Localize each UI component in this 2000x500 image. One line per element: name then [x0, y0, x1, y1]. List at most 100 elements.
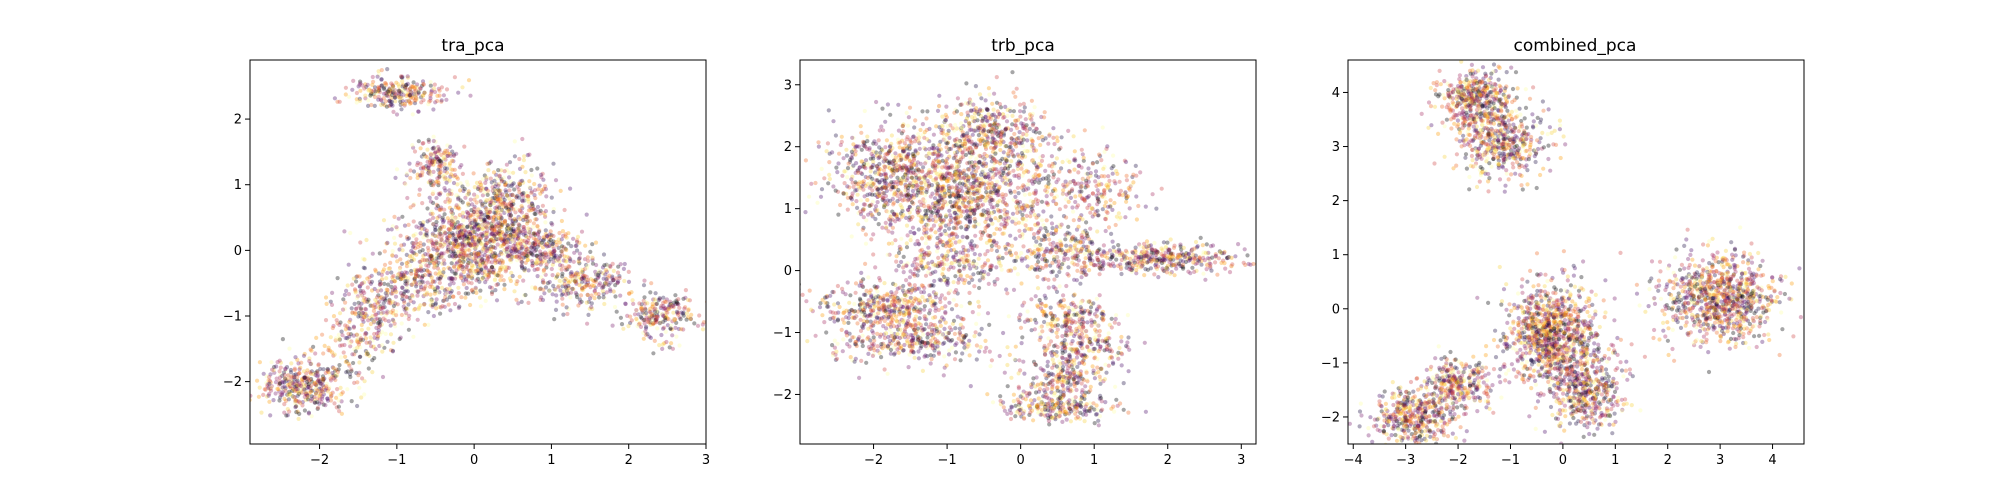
- scatter-point: [527, 152, 532, 157]
- scatter-point: [391, 340, 396, 345]
- scatter-point: [529, 167, 534, 173]
- scatter-point: [499, 216, 504, 221]
- scatter-point: [267, 386, 272, 392]
- scatter-point: [879, 124, 884, 129]
- scatter-point: [308, 398, 314, 403]
- scatter-point: [356, 373, 361, 378]
- scatter-point: [413, 232, 418, 237]
- scatter-point: [483, 280, 488, 285]
- scatter-point: [324, 384, 329, 389]
- scatter-point: [468, 270, 473, 275]
- scatter-point: [456, 233, 462, 238]
- scatter-point: [975, 202, 981, 207]
- scatter-point: [401, 274, 406, 279]
- scatter-point: [450, 215, 455, 220]
- scatter-point: [550, 222, 555, 227]
- scatter-point: [412, 91, 417, 96]
- scatter-point: [527, 185, 532, 190]
- scatter-point: [326, 386, 331, 391]
- scatter-point: [309, 348, 314, 353]
- scatter-point: [483, 205, 488, 210]
- scatter-point: [483, 261, 488, 266]
- scatter-point: [522, 243, 528, 248]
- scatter-point: [514, 195, 519, 200]
- scatter-point: [447, 234, 452, 239]
- scatter-point: [944, 165, 949, 170]
- scatter-point: [280, 373, 285, 378]
- scatter-point: [465, 254, 470, 259]
- scatter-point: [282, 380, 287, 385]
- scatter-point: [407, 161, 412, 166]
- scatter-point: [506, 265, 511, 270]
- scatter-point: [1011, 168, 1016, 173]
- scatter-point: [509, 237, 514, 242]
- scatter-point: [416, 307, 421, 312]
- scatter-point: [538, 249, 543, 254]
- scatter-point: [302, 384, 308, 389]
- scatter-point: [447, 246, 452, 251]
- scatter-point: [456, 90, 461, 95]
- scatter-point: [274, 376, 279, 381]
- scatter-point: [977, 159, 982, 164]
- scatter-point: [446, 227, 451, 232]
- scatter-point: [378, 319, 383, 324]
- scatter-point: [391, 273, 396, 279]
- scatter-point: [354, 97, 359, 102]
- scatter-point: [358, 354, 363, 359]
- scatter-point: [382, 262, 388, 267]
- scatter-point: [313, 390, 319, 395]
- scatter-point: [585, 255, 591, 260]
- scatter-point: [394, 254, 399, 259]
- scatter-point: [523, 231, 528, 236]
- scatter-point: [432, 151, 437, 156]
- scatter-point: [458, 251, 463, 256]
- scatter-point: [429, 256, 434, 261]
- scatter-point: [543, 220, 548, 225]
- scatter-point: [411, 92, 416, 97]
- scatter-point: [446, 247, 451, 252]
- scatter-point: [482, 173, 487, 178]
- scatter-point: [322, 376, 327, 381]
- scatter-point: [938, 218, 944, 223]
- scatter-point: [343, 300, 348, 305]
- scatter-point: [1036, 136, 1041, 141]
- scatter-point: [563, 232, 568, 237]
- scatter-point: [457, 304, 462, 309]
- scatter-point: [486, 222, 491, 227]
- scatter-point: [304, 390, 309, 395]
- scatter-point: [480, 222, 485, 227]
- x-tick-label: 0: [470, 453, 478, 468]
- scatter-point: [472, 243, 477, 248]
- scatter-point: [436, 272, 441, 277]
- scatter-point: [504, 226, 509, 232]
- scatter-point: [460, 85, 465, 90]
- scatter-point: [997, 227, 1003, 232]
- scatter-point: [1030, 181, 1035, 186]
- scatter-point: [494, 193, 499, 198]
- scatter-point: [495, 260, 500, 265]
- scatter-point: [473, 237, 478, 242]
- scatter-point: [485, 214, 490, 219]
- scatter-point: [503, 182, 508, 187]
- scatter-point: [344, 359, 350, 364]
- scatter-point: [428, 98, 433, 103]
- scatter-point: [450, 247, 455, 252]
- scatter-point: [408, 86, 413, 91]
- scatter-point: [547, 232, 552, 237]
- scatter-point: [487, 202, 492, 208]
- scatter-point: [476, 185, 481, 190]
- scatter-point: [433, 233, 438, 238]
- scatter-point: [1021, 183, 1026, 188]
- scatter-point: [929, 226, 934, 231]
- scatter-point: [484, 177, 489, 182]
- scatter-point: [293, 398, 298, 403]
- scatter-point: [484, 186, 489, 191]
- scatter-point: [472, 217, 477, 222]
- scatter-point: [516, 226, 521, 231]
- scatter-point: [334, 318, 339, 323]
- scatter-point: [584, 282, 589, 287]
- scatter-point: [585, 321, 590, 326]
- scatter-point: [496, 223, 501, 229]
- scatter-point: [605, 275, 611, 280]
- scatter-point: [498, 220, 503, 225]
